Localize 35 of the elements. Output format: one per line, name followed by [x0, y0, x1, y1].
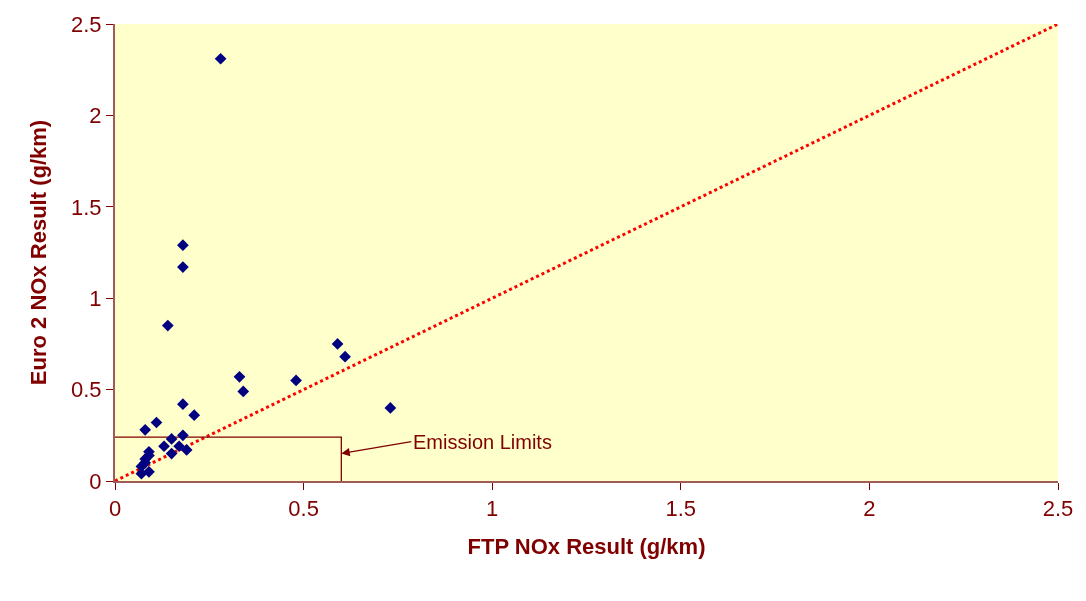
x-tick-label: 2 [863, 496, 876, 522]
point [161, 319, 174, 332]
point [237, 385, 250, 398]
y-tick-label: 1.5 [71, 194, 102, 220]
point [165, 447, 178, 460]
point [173, 440, 185, 453]
point [188, 409, 201, 422]
point [180, 444, 193, 456]
point [158, 440, 170, 453]
x-tick-label: 1 [486, 496, 499, 522]
x-tick-label: 1.5 [665, 496, 697, 522]
point [177, 429, 189, 442]
y-tick-label: 1 [89, 285, 102, 311]
x-tick-label: 2.5 [1042, 496, 1074, 522]
point [177, 239, 189, 252]
point [331, 338, 344, 350]
point [214, 52, 227, 65]
x-tick-label: 0 [108, 496, 122, 522]
y-tick-label: 0 [89, 468, 102, 494]
point [165, 433, 178, 445]
point [177, 398, 189, 411]
annotation: Emission Limits [413, 431, 552, 453]
point [339, 350, 351, 363]
y-tick-label: 2.5 [71, 11, 102, 37]
point [290, 374, 302, 387]
x-axis-title: FTP NOx Result (g/km) [467, 533, 706, 559]
x-tick-label: 0.5 [288, 496, 319, 522]
point [139, 423, 152, 436]
y-tick-label: 0.5 [71, 377, 102, 403]
point [177, 261, 189, 273]
point [384, 402, 397, 414]
point [233, 370, 246, 383]
y-axis-title: Euro 2 NOx Result (g/km) [26, 119, 52, 386]
point [150, 416, 163, 429]
y-tick-label: 2 [89, 103, 102, 129]
